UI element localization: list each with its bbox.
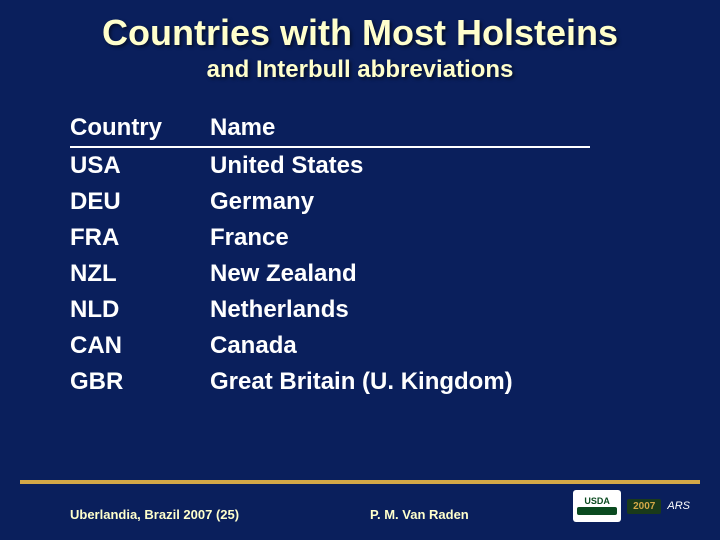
slide-subtitle: and Interbull abbreviations [0, 56, 720, 84]
cell-name: Germany [210, 184, 590, 220]
cell-code: NZL [70, 256, 210, 292]
table-row: CAN Canada [70, 328, 590, 364]
table-row: NZL New Zealand [70, 256, 590, 292]
cell-name: Great Britain (U. Kingdom) [210, 364, 590, 400]
ars-label: ARS [667, 500, 690, 512]
header-country: Country [70, 112, 210, 147]
table-row: USA United States [70, 147, 590, 184]
cell-name: New Zealand [210, 256, 590, 292]
cell-code: GBR [70, 364, 210, 400]
usda-logo-text: USDA [584, 497, 610, 506]
table-row: NLD Netherlands [70, 292, 590, 328]
usda-logo: USDA [573, 490, 621, 522]
country-table: Country Name USA United States DEU Germa… [70, 112, 590, 400]
table-row: DEU Germany [70, 184, 590, 220]
year-badge: 2007 [627, 499, 661, 514]
cell-code: FRA [70, 220, 210, 256]
cell-name: United States [210, 147, 590, 184]
footer-author: P. M. Van Raden [370, 507, 469, 522]
header-name: Name [210, 112, 590, 147]
table-header-row: Country Name [70, 112, 590, 147]
cell-code: USA [70, 147, 210, 184]
footer: Uberlandia, Brazil 2007 (25) P. M. Van R… [0, 490, 720, 522]
cell-code: NLD [70, 292, 210, 328]
cell-code: DEU [70, 184, 210, 220]
usda-logo-bar [577, 507, 617, 515]
footer-divider [20, 480, 700, 484]
cell-name: Canada [210, 328, 590, 364]
table-row: FRA France [70, 220, 590, 256]
slide-title: Countries with Most Holsteins [0, 0, 720, 54]
table-body: USA United States DEU Germany FRA France… [70, 147, 590, 400]
slide: Countries with Most Holsteins and Interb… [0, 0, 720, 540]
table-row: GBR Great Britain (U. Kingdom) [70, 364, 590, 400]
footer-logos: USDA 2007 ARS [573, 490, 690, 522]
cell-name: Netherlands [210, 292, 590, 328]
country-table-wrap: Country Name USA United States DEU Germa… [70, 112, 590, 400]
cell-name: France [210, 220, 590, 256]
cell-code: CAN [70, 328, 210, 364]
footer-location: Uberlandia, Brazil 2007 (25) [70, 507, 239, 522]
